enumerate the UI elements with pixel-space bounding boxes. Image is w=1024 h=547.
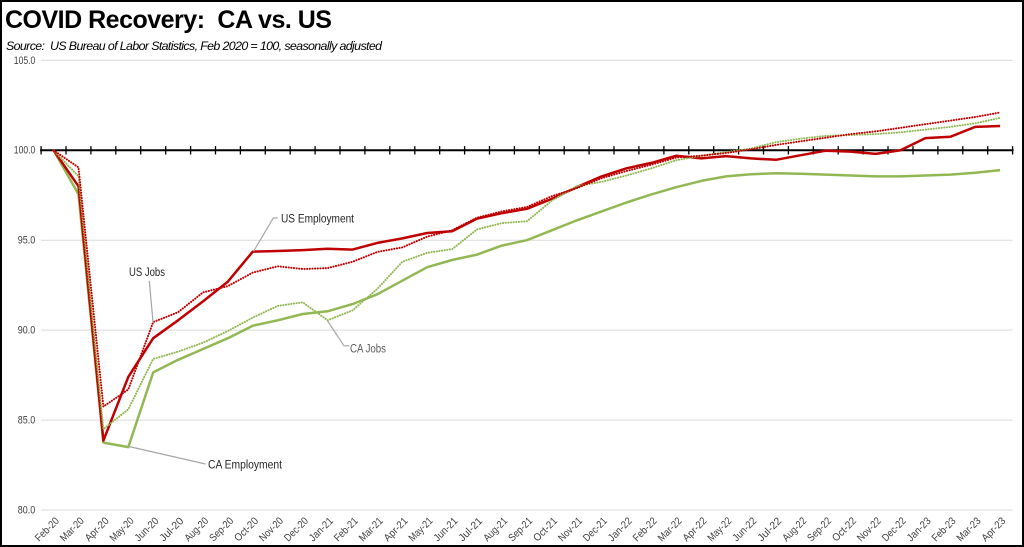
svg-text:Mar-20: Mar-20 — [58, 515, 87, 544]
svg-text:100.0: 100.0 — [14, 145, 36, 157]
svg-text:May-22: May-22 — [705, 515, 734, 544]
svg-text:Apr-21: Apr-21 — [382, 515, 411, 544]
svg-text:Jul-20: Jul-20 — [157, 515, 186, 544]
svg-text:Jul-21: Jul-21 — [456, 515, 485, 544]
svg-text:Feb-23: Feb-23 — [930, 515, 959, 544]
svg-text:CA Jobs: CA Jobs — [350, 343, 386, 355]
svg-text:Nov-21: Nov-21 — [556, 515, 585, 544]
svg-text:Oct-20: Oct-20 — [232, 515, 261, 544]
svg-text:Apr-22: Apr-22 — [680, 515, 709, 544]
svg-text:May-20: May-20 — [108, 515, 137, 544]
svg-text:May-21: May-21 — [406, 515, 435, 544]
svg-text:80.0: 80.0 — [18, 504, 36, 516]
svg-text:Sep-21: Sep-21 — [506, 515, 535, 544]
svg-text:Jan-23: Jan-23 — [905, 515, 934, 544]
svg-text:105.0: 105.0 — [14, 55, 36, 67]
svg-text:Jun-21: Jun-21 — [431, 515, 460, 544]
svg-text:Oct-22: Oct-22 — [830, 515, 859, 544]
svg-text:US Jobs: US Jobs — [129, 267, 165, 279]
svg-text:Jan-22: Jan-22 — [606, 515, 635, 544]
svg-text:Dec-22: Dec-22 — [880, 515, 909, 544]
svg-text:Sep-22: Sep-22 — [805, 515, 834, 544]
svg-text:Aug-21: Aug-21 — [481, 515, 510, 544]
svg-text:85.0: 85.0 — [18, 415, 36, 427]
svg-text:Apr-20: Apr-20 — [83, 515, 112, 544]
svg-text:Nov-22: Nov-22 — [855, 515, 884, 544]
svg-text:90.0: 90.0 — [18, 325, 36, 337]
svg-text:Dec-21: Dec-21 — [581, 515, 610, 544]
svg-text:CA Employment: CA Employment — [208, 460, 283, 472]
svg-text:Feb-20: Feb-20 — [33, 515, 62, 544]
svg-text:Jun-20: Jun-20 — [132, 515, 161, 544]
svg-text:Dec-20: Dec-20 — [282, 515, 311, 544]
svg-text:95.0: 95.0 — [18, 235, 36, 247]
svg-text:Feb-22: Feb-22 — [631, 515, 660, 544]
svg-text:Nov-20: Nov-20 — [257, 515, 286, 544]
svg-text:Sep-20: Sep-20 — [207, 515, 236, 544]
svg-text:Mar-23: Mar-23 — [954, 515, 983, 544]
svg-text:Mar-22: Mar-22 — [656, 515, 685, 544]
svg-text:US Employment: US Employment — [281, 214, 355, 226]
svg-text:Aug-22: Aug-22 — [780, 515, 809, 544]
svg-text:Jun-22: Jun-22 — [730, 515, 759, 544]
svg-text:Oct-21: Oct-21 — [531, 515, 560, 544]
svg-text:Aug-20: Aug-20 — [182, 515, 211, 544]
svg-text:Feb-21: Feb-21 — [332, 515, 361, 544]
svg-text:Apr-23: Apr-23 — [979, 515, 1008, 544]
svg-text:Mar-21: Mar-21 — [357, 515, 386, 544]
svg-text:Jul-22: Jul-22 — [755, 515, 784, 544]
svg-text:Jan-21: Jan-21 — [307, 515, 336, 544]
